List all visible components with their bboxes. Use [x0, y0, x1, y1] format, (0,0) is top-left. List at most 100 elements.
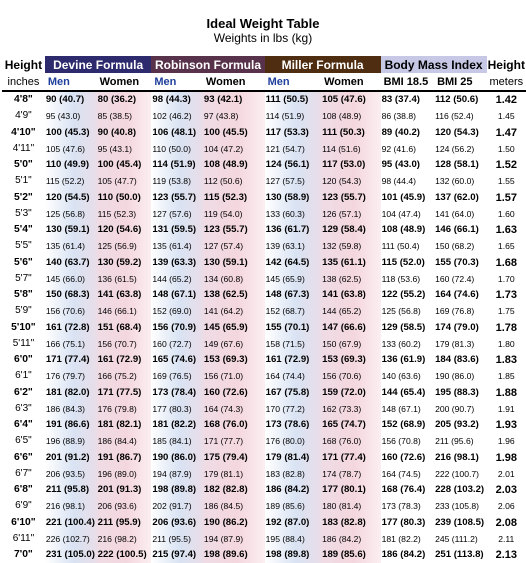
devine-women-cell: 95 (43.1): [96, 140, 152, 157]
devine-men-cell: 196 (88.9): [44, 433, 97, 450]
table-row: 5'6" 140 (63.7) 130 (59.2) 139 (63.3) 130 (5…: [2, 254, 526, 271]
devine-men-cell: 176 (79.7): [44, 368, 97, 385]
bmi-18-5-cell: 152 (68.9): [380, 417, 435, 434]
bmi-18-5-cell: 86 (38.8): [380, 108, 435, 125]
table-row: 5'1" 115 (52.2) 105 (47.7) 119 (53.8) 112 (5…: [2, 173, 526, 190]
devine-women-cell: 171 (77.5): [96, 384, 152, 401]
table-row: 6'6" 201 (91.2) 191 (86.7) 190 (86.0) 175 (7…: [2, 449, 526, 466]
robinson-men-cell: 169 (76.5): [151, 368, 203, 385]
bmi-25-cell: 222 (100.7): [434, 465, 487, 482]
miller-men-cell: 114 (51.9): [264, 108, 322, 125]
height-inches-cell: 5'5": [15, 240, 32, 252]
table-row: 6'2" 181 (82.0) 171 (77.5) 173 (78.4) 160 (7…: [2, 384, 526, 401]
robinson-men-cell: 110 (50.0): [151, 140, 203, 157]
devine-men-cell: 135 (61.4): [44, 238, 97, 255]
devine-men-cell: 140 (63.7): [44, 254, 97, 271]
height-meters-cell: 1.42: [495, 94, 517, 107]
devine-women-cell: 141 (63.8): [96, 287, 152, 304]
miller-men-header: Men: [264, 73, 322, 92]
table-row: 5'3" 125 (56.8) 115 (52.3) 127 (57.6) 119 (5…: [2, 205, 526, 222]
miller-women-cell: 129 (58.4): [321, 222, 381, 239]
miller-women-cell: 135 (61.1): [321, 254, 381, 271]
devine-men-cell: 161 (72.8): [44, 319, 97, 336]
devine-men-cell: 115 (52.2): [44, 173, 97, 190]
miller-men-cell: 189 (85.6): [264, 498, 322, 515]
devine-women-cell: 186 (84.4): [96, 433, 152, 450]
table-row: 5'11" 166 (75.1) 156 (70.7) 160 (72.7) 149 (…: [2, 335, 526, 352]
robinson-women-cell: 112 (50.6): [202, 173, 265, 190]
bmi-18-5-cell: 160 (72.6): [380, 449, 435, 466]
miller-men-cell: 121 (54.7): [264, 140, 322, 157]
table-row: 6'3" 186 (84.3) 176 (79.8) 177 (80.3) 164 (7…: [2, 400, 526, 417]
miller-formula-header: Miller Formula: [264, 56, 381, 73]
miller-women-cell: 189 (85.6): [321, 547, 381, 563]
miller-women-cell: 105 (47.6): [321, 91, 381, 109]
devine-men-cell: 171 (77.4): [44, 352, 97, 369]
robinson-men-cell: 160 (72.7): [151, 335, 203, 352]
bmi-18-5-cell: 129 (58.5): [380, 319, 435, 336]
bmi-25-cell: 216 (98.1): [434, 449, 487, 466]
robinson-women-cell: 149 (67.6): [202, 335, 265, 352]
robinson-men-header: Men: [151, 73, 203, 92]
robinson-men-cell: 135 (61.4): [151, 238, 203, 255]
height-inches-cell: 6'1": [15, 370, 32, 382]
miller-men-cell: 167 (75.8): [264, 384, 322, 401]
bmi-18-5-header: BMI 18.5: [380, 73, 435, 92]
miller-women-cell: 171 (77.4): [321, 449, 381, 466]
bmi-18-5-cell: 101 (45.9): [380, 189, 435, 206]
table-row: 5'7" 145 (66.0) 136 (61.5) 144 (65.2) 134 (6…: [2, 270, 526, 287]
robinson-women-cell: 104 (47.2): [202, 140, 265, 157]
height-inches-cell: 5'7": [15, 272, 32, 284]
miller-women-cell: 159 (72.0): [321, 384, 381, 401]
height-inches-cell: 4'8": [14, 94, 33, 106]
robinson-women-cell: 194 (87.9): [202, 530, 265, 547]
height-inches-cell: 4'10": [11, 126, 36, 138]
bmi-25-cell: 228 (103.2): [434, 482, 487, 499]
robinson-men-cell: 152 (69.0): [151, 303, 203, 320]
robinson-men-cell: 190 (86.0): [151, 449, 203, 466]
miller-women-cell: 126 (57.1): [321, 205, 381, 222]
devine-men-cell: 156 (70.6): [44, 303, 97, 320]
robinson-women-cell: 119 (54.0): [202, 205, 265, 222]
bmi-18-5-cell: 168 (76.4): [380, 482, 435, 499]
miller-men-cell: 183 (82.8): [264, 465, 322, 482]
height-inches-cell: 6'2": [14, 386, 33, 398]
height-meters-cell: 1.63: [495, 224, 517, 237]
miller-women-cell: 183 (82.8): [321, 514, 381, 531]
robinson-women-cell: 127 (57.4): [202, 238, 265, 255]
robinson-women-cell: 168 (76.0): [202, 417, 265, 434]
miller-men-cell: 158 (71.5): [264, 335, 322, 352]
height-meters-cell: 1.55: [497, 176, 515, 187]
miller-women-header: Women: [321, 73, 381, 92]
height-meters-cell: 1.88: [495, 386, 517, 399]
miller-men-cell: 173 (78.6): [264, 417, 322, 434]
height-meters-cell: 1.98: [495, 451, 517, 464]
devine-women-cell: 85 (38.5): [96, 108, 152, 125]
devine-women-cell: 166 (75.2): [96, 368, 152, 385]
devine-men-cell: 181 (82.0): [44, 384, 97, 401]
bmi-25-cell: 112 (50.6): [434, 91, 487, 109]
bmi-25-cell: 164 (74.6): [434, 287, 487, 304]
height-unit-meters: meters: [486, 73, 526, 92]
table-row: 4'10" 100 (45.3) 90 (40.8) 106 (48.1) 100 (4…: [2, 124, 526, 141]
robinson-women-cell: 97 (43.8): [202, 108, 265, 125]
bmi-18-5-cell: 122 (55.2): [380, 287, 435, 304]
robinson-men-cell: 215 (97.4): [151, 547, 203, 563]
bmi-25-cell: 124 (56.2): [434, 140, 487, 157]
height-meters-cell: 1.96: [497, 436, 515, 447]
bmi-18-5-cell: 140 (63.6): [380, 368, 435, 385]
table-title: Ideal Weight Table: [206, 16, 320, 31]
devine-men-cell: 120 (54.5): [44, 189, 97, 206]
miller-women-cell: 162 (73.3): [321, 400, 381, 417]
miller-women-cell: 132 (59.8): [321, 238, 381, 255]
bmi-18-5-cell: 115 (52.0): [380, 254, 435, 271]
robinson-women-cell: 186 (84.5): [202, 498, 265, 515]
miller-women-cell: 114 (51.6): [321, 140, 381, 157]
height-inches-cell: 5'9": [15, 305, 32, 317]
devine-women-cell: 216 (98.2): [96, 530, 152, 547]
table-row: 6'8" 211 (95.8) 201 (91.3) 198 (89.8) 182 (8…: [2, 482, 526, 499]
table-row: 5'10" 161 (72.8) 151 (68.4) 156 (70.9) 145 (…: [2, 319, 526, 336]
miller-men-cell: 136 (61.7): [264, 222, 322, 239]
robinson-men-cell: 131 (59.5): [151, 222, 203, 239]
height-inches-cell: 5'6": [14, 256, 33, 268]
